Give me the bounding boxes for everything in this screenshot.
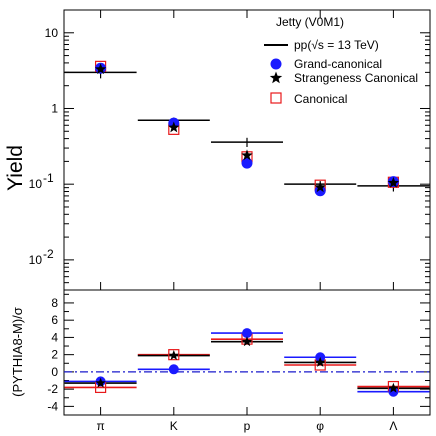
top-y-tick-label-exponent: -2 (43, 247, 54, 261)
legend-entry-pp: pp(√s = 13 TeV) (294, 38, 379, 52)
top-y-tick-label: 1 (51, 101, 58, 115)
legend: Jetty (V0M1) pp(√s = 13 TeV) Grand-canon… (264, 15, 418, 106)
legend-entry-grand-canonical: Grand-canonical (294, 57, 382, 71)
strangeness-canonical-marker (387, 176, 400, 188)
strangeness-canonical-deviation-marker (315, 356, 326, 367)
strangeness-canonical-deviation-marker (168, 350, 179, 360)
x-category-label: φ (316, 419, 324, 433)
bottom-y-tick-label: 4 (51, 330, 58, 344)
bottom-y-tick-label: 6 (51, 313, 58, 327)
bottom-y-ticks: -4 -2 0 2 4 6 8 (47, 293, 430, 416)
strangeness-canonical-marker (314, 181, 326, 193)
x-category-label: Λ (389, 419, 397, 433)
bottom-y-tick-label: 8 (51, 296, 58, 310)
top-y-tick-label: 10 (45, 26, 59, 40)
top-y-tick-label: 10 (29, 177, 43, 191)
grand-canonical-deviation-marker (168, 364, 179, 375)
grand-canonical-marker (314, 185, 326, 197)
canonical-deviation-marker (168, 349, 180, 361)
bottom-y-tick-label: -4 (47, 399, 58, 413)
legend-swatch-strangeness-canonical (269, 71, 283, 84)
grand-canonical-marker (241, 157, 253, 169)
top-y-tick-label: 10 (29, 253, 43, 267)
bottom-plot-frame (63, 289, 431, 416)
top-y-axis-title: Yield (4, 145, 27, 191)
grand-canonical-deviation-marker (388, 386, 399, 397)
x-category-label: K (170, 419, 178, 433)
bottom-data-marks (64, 328, 430, 397)
bottom-y-axis-title: (PYTHIA8-M)/σ (10, 307, 25, 397)
legend-swatch-grand-canonical (270, 58, 282, 70)
top-data-marks (64, 60, 430, 197)
bottom-y-tick-label: -2 (47, 382, 58, 396)
grand-canonical-deviation-marker (242, 328, 252, 339)
bottom-y-tick-label: 2 (51, 348, 58, 362)
strangeness-canonical-deviation-marker (388, 382, 399, 393)
x-category-label: p (244, 419, 251, 433)
strangeness-canonical-marker (94, 63, 107, 75)
x-category-label: π (96, 419, 104, 433)
strangeness-canonical-deviation-marker (95, 377, 106, 388)
strangeness-canonical-marker (168, 121, 180, 133)
legend-entry-canonical: Canonical (294, 92, 347, 106)
strangeness-canonical-deviation-marker (241, 336, 253, 347)
top-y-tick-label-exponent: -1 (43, 171, 54, 185)
strangeness-canonical-marker (241, 149, 253, 161)
legend-swatch-canonical (270, 92, 282, 104)
legend-entry-strangeness-canonical: Strangeness Canonical (294, 71, 418, 85)
legend-title: Jetty (V0M1) (276, 15, 344, 29)
bottom-y-tick-label: 0 (51, 365, 58, 379)
